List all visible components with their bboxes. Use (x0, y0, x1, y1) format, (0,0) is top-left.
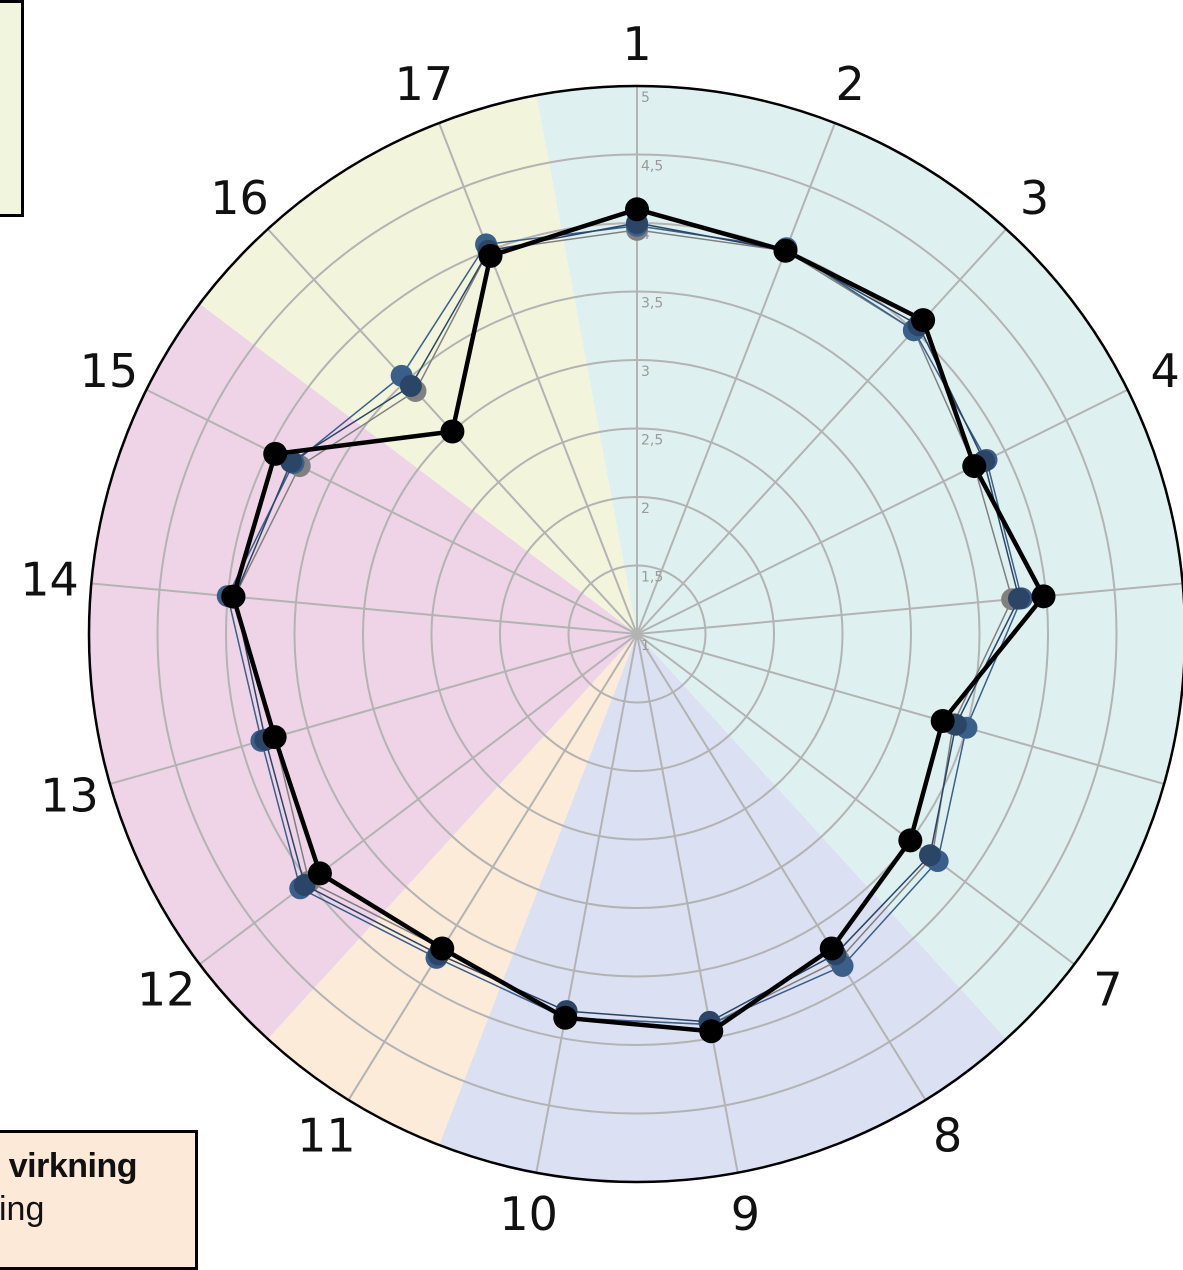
r-tick-label-5: 3 (641, 364, 650, 380)
sector-2 (439, 634, 1007, 1182)
axis-label-15: 15 (80, 344, 139, 398)
grid-layer (87, 84, 1183, 1184)
axis-label-4: 4 (1151, 344, 1180, 398)
grid-spoke-11 (347, 633, 638, 1101)
series-4-point-8 (819, 936, 844, 961)
series-4-point-15 (263, 441, 288, 466)
r-tick-label-2: 1,5 (641, 570, 663, 586)
grid-spoke-9 (636, 633, 739, 1173)
series-4-point-10 (553, 1005, 578, 1030)
series-4-point-14 (221, 584, 246, 609)
grid-spoke-7 (636, 633, 1075, 966)
axis-label-8: 8 (933, 1109, 962, 1163)
series-4-point-2 (773, 238, 798, 263)
grid-spoke-17 (438, 122, 638, 635)
series-4-point-9 (699, 1019, 724, 1044)
grid-spoke-4 (636, 388, 1128, 635)
axis-label-17: 17 (395, 57, 454, 111)
axis-label-14: 14 (20, 553, 79, 607)
series-4 (221, 197, 1056, 1044)
series-4-point-13 (262, 725, 287, 750)
r-tick-label-3: 2 (641, 501, 650, 517)
series-4-point-11 (430, 936, 455, 961)
series-4-point-1 (625, 197, 649, 222)
axis-label-9: 9 (731, 1187, 760, 1241)
sector-layer (88, 86, 1183, 1182)
grid-spoke-8 (636, 633, 927, 1101)
axis-label-16: 16 (210, 171, 269, 225)
axis-label-12: 12 (137, 963, 196, 1017)
r-tick-label-4: 2,5 (641, 433, 663, 449)
series-4-point-12 (307, 861, 332, 886)
grid-spoke-3 (636, 228, 1007, 635)
grid-spoke-14 (91, 582, 638, 635)
axis-label-3: 3 (1020, 171, 1049, 225)
axis-label-1: 1 (622, 17, 651, 71)
series-3-point-16 (399, 374, 422, 397)
r-tick-label-8: 4,5 (641, 159, 663, 175)
grid-spoke-13 (109, 633, 638, 785)
series-4-point-5 (1031, 584, 1056, 609)
series-4-point-7 (898, 828, 923, 853)
series-4-point-17 (478, 243, 503, 268)
r-tick-label-9: 5 (641, 90, 650, 106)
grid-spoke-6 (636, 633, 1165, 785)
legend-line-2: ing (0, 1190, 45, 1228)
series-layer (216, 197, 1056, 1044)
series-4-point-6 (930, 708, 955, 733)
legend-box-bottom: virkning ing (0, 1130, 198, 1270)
grid-spoke-2 (636, 122, 836, 635)
axis-label-13: 13 (40, 768, 99, 822)
legend-box-top (0, 0, 24, 217)
r-tick-label-1: 1 (641, 638, 650, 654)
axis-label-10: 10 (499, 1187, 558, 1241)
r-tick-label-6: 3,5 (641, 296, 663, 312)
axis-label-2: 2 (835, 57, 864, 111)
grid-spoke-12 (199, 633, 638, 966)
axis-label-11: 11 (297, 1109, 356, 1163)
sector-3 (267, 634, 637, 1145)
series-4-line (230, 207, 1046, 1034)
grid-spoke-10 (535, 633, 638, 1173)
grid-spoke-5 (636, 582, 1183, 635)
grid-spoke-15 (146, 388, 638, 635)
sector-5 (199, 95, 637, 634)
legend-line-1: virkning (8, 1147, 138, 1185)
series-3-point-7 (919, 844, 941, 867)
series-4-point-4 (962, 454, 987, 479)
chart-outer-frame (87, 84, 1183, 1184)
sector-1 (536, 86, 1183, 1039)
series-4-point-3 (911, 308, 936, 333)
axis-label-7: 7 (1093, 963, 1122, 1017)
sector-4 (88, 303, 638, 1039)
series-4-point-16 (440, 419, 465, 444)
series-3-point-5 (1007, 587, 1030, 610)
